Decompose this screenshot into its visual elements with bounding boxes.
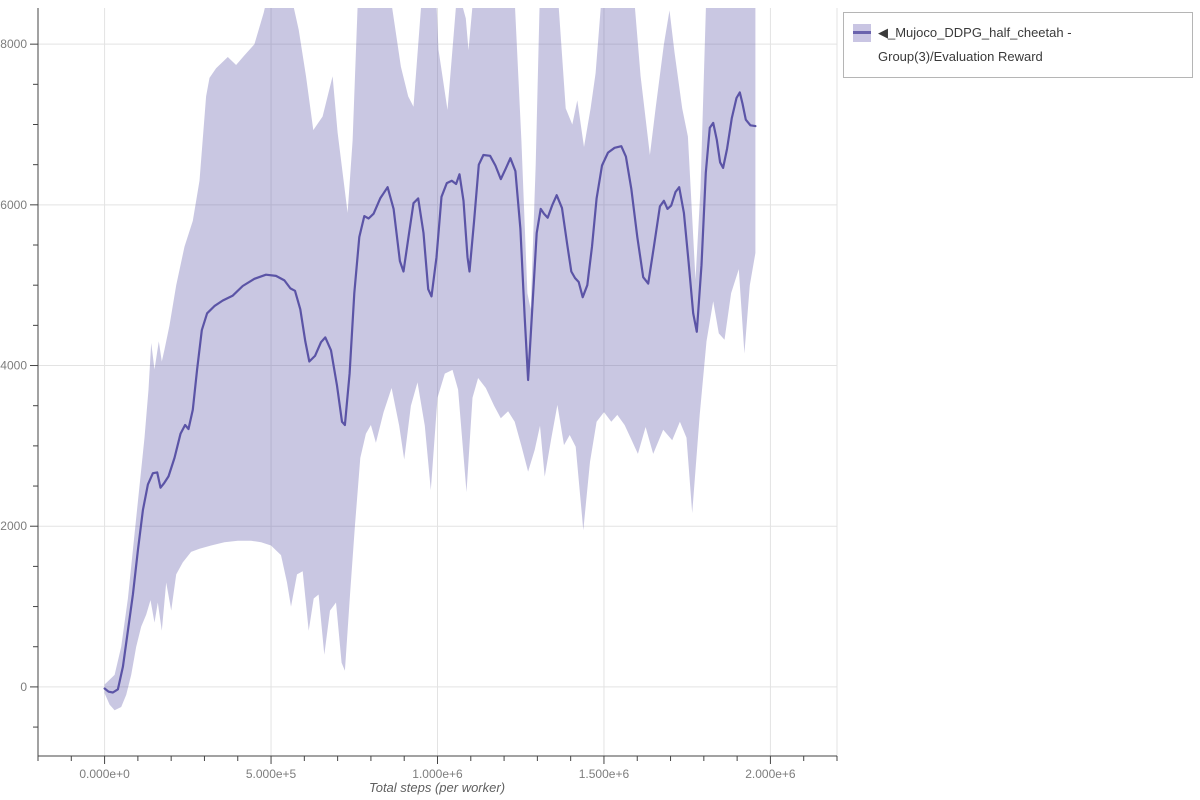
legend-band-swatch [853,24,871,42]
legend-item[interactable]: ◀_Mujoco_DDPG_half_cheetah - Group(3)/Ev… [843,12,1193,78]
x-tick-label: 1.500e+6 [579,767,630,781]
x-tick-label: 1.000e+6 [412,767,463,781]
legend-marker-icon: ◀ [878,25,888,40]
tick-marks [30,43,838,764]
y-tick-label: 8000 [0,37,27,51]
y-tick-label: 2000 [0,519,27,533]
reward-line[interactable] [103,91,757,694]
x-tick-label: 2.000e+6 [745,767,796,781]
y-tick-label: 0 [20,680,27,694]
x-tick-label: 5.000e+5 [246,767,297,781]
legend-label: ◀_Mujoco_DDPG_half_cheetah - Group(3)/Ev… [878,21,1182,69]
tick-labels: 0.000e+0 5.000e+5 1.000e+6 1.500e+6 2.000e+6… [0,37,796,781]
y-tick-label: 6000 [0,198,27,212]
y-tick-label: 4000 [0,359,27,373]
x-axis-title: Total steps (per worker) [368,780,506,795]
legend-line-swatch [853,31,871,34]
legend-series-name: _Mujoco_DDPG_half_cheetah - Group(3)/Eva… [878,25,1072,64]
confidence-band [104,8,756,711]
x-tick-label: 0.000e+0 [79,767,130,781]
